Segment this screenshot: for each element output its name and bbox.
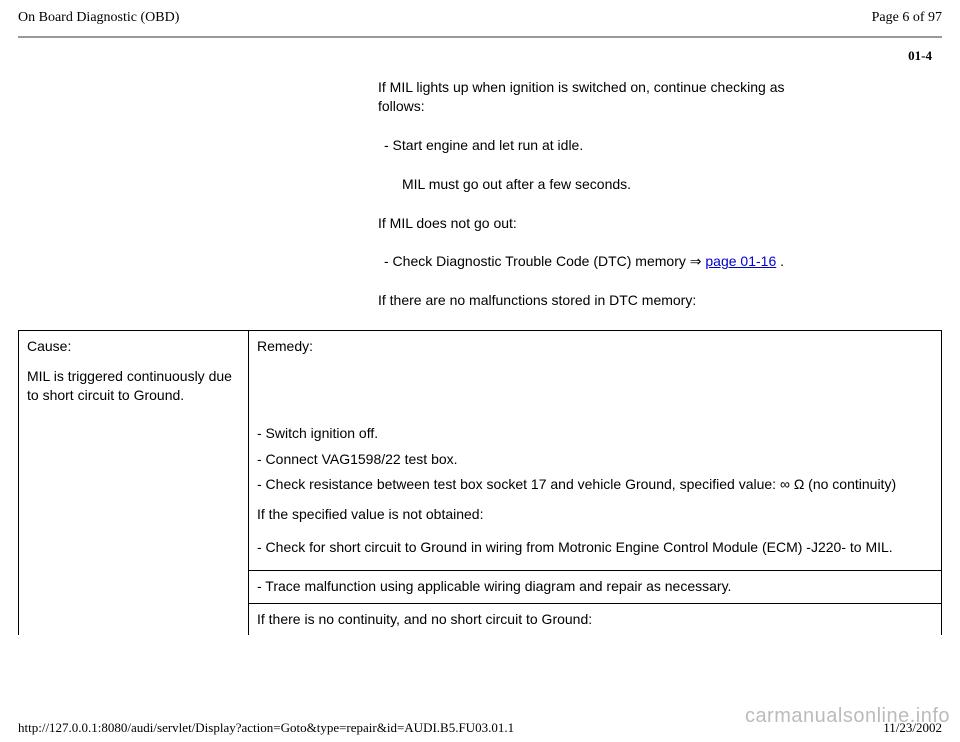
arrow-icon: ⇒ xyxy=(690,253,702,269)
remedy-no-continuity: If there is no continuity, and no short … xyxy=(249,603,942,635)
section-number: 01-4 xyxy=(18,48,942,64)
header-divider xyxy=(18,36,942,38)
remedy-header: Remedy: xyxy=(257,337,933,357)
footer-url: http://127.0.0.1:8080/audi/servlet/Displ… xyxy=(18,720,514,736)
cause-cell-empty-3 xyxy=(19,603,249,635)
doc-title: On Board Diagnostic (OBD) xyxy=(18,10,179,26)
remedy-switch-off: - Switch ignition off. xyxy=(257,424,933,444)
page-root: On Board Diagnostic (OBD) Page 6 of 97 0… xyxy=(0,0,960,742)
remedy-check-resistance: - Check resistance between test box sock… xyxy=(257,475,933,495)
bullet-check-dtc-pre: - Check Diagnostic Trouble Code (DTC) me… xyxy=(384,253,690,269)
table-row: - Switch ignition off. - Connect VAG1598… xyxy=(19,412,942,570)
body-column: If MIL lights up when ignition is switch… xyxy=(378,78,788,310)
page-indicator: Page 6 of 97 xyxy=(872,10,942,26)
remedy-check-short: - Check for short circuit to Ground in w… xyxy=(257,538,933,558)
remedy-connect-box: - Connect VAG1598/22 test box. xyxy=(257,450,933,470)
bullet-start-engine: - Start engine and let run at idle. xyxy=(378,136,788,155)
link-page-01-16[interactable]: page 01-16 xyxy=(705,253,776,269)
paragraph-no-malfunctions: If there are no malfunctions stored in D… xyxy=(378,291,788,310)
cause-cell-empty-2 xyxy=(19,570,249,603)
cause-cell-empty xyxy=(19,412,249,570)
remedy-if-not-obtained: If the specified value is not obtained: xyxy=(257,505,933,525)
remedy-trace: - Trace malfunction using applicable wir… xyxy=(249,570,942,603)
paragraph-if-not-out: If MIL does not go out: xyxy=(378,214,788,233)
page-header: On Board Diagnostic (OBD) Page 6 of 97 xyxy=(18,8,942,32)
indent-mil-goes-out: MIL must go out after a few seconds. xyxy=(378,175,788,194)
footer-date: 11/23/2002 xyxy=(883,720,942,736)
table-row: - Trace malfunction using applicable wir… xyxy=(19,570,942,603)
table-row: Cause: MIL is triggered continuously due… xyxy=(19,331,942,412)
table-row: If there is no continuity, and no short … xyxy=(19,603,942,635)
cause-remedy-table: Cause: MIL is triggered continuously due… xyxy=(18,330,942,635)
remedy-cell-main: - Switch ignition off. - Connect VAG1598… xyxy=(249,412,942,570)
bullet-check-dtc-post: . xyxy=(776,253,784,269)
page-footer: http://127.0.0.1:8080/audi/servlet/Displ… xyxy=(18,720,942,736)
cause-text: MIL is triggered continuously due to sho… xyxy=(27,367,240,406)
bullet-check-dtc: - Check Diagnostic Trouble Code (DTC) me… xyxy=(378,252,788,271)
remedy-header-cell: Remedy: xyxy=(249,331,942,412)
paragraph-intro: If MIL lights up when ignition is switch… xyxy=(378,78,788,116)
cause-header-cell: Cause: MIL is triggered continuously due… xyxy=(19,331,249,412)
cause-header: Cause: xyxy=(27,337,240,357)
